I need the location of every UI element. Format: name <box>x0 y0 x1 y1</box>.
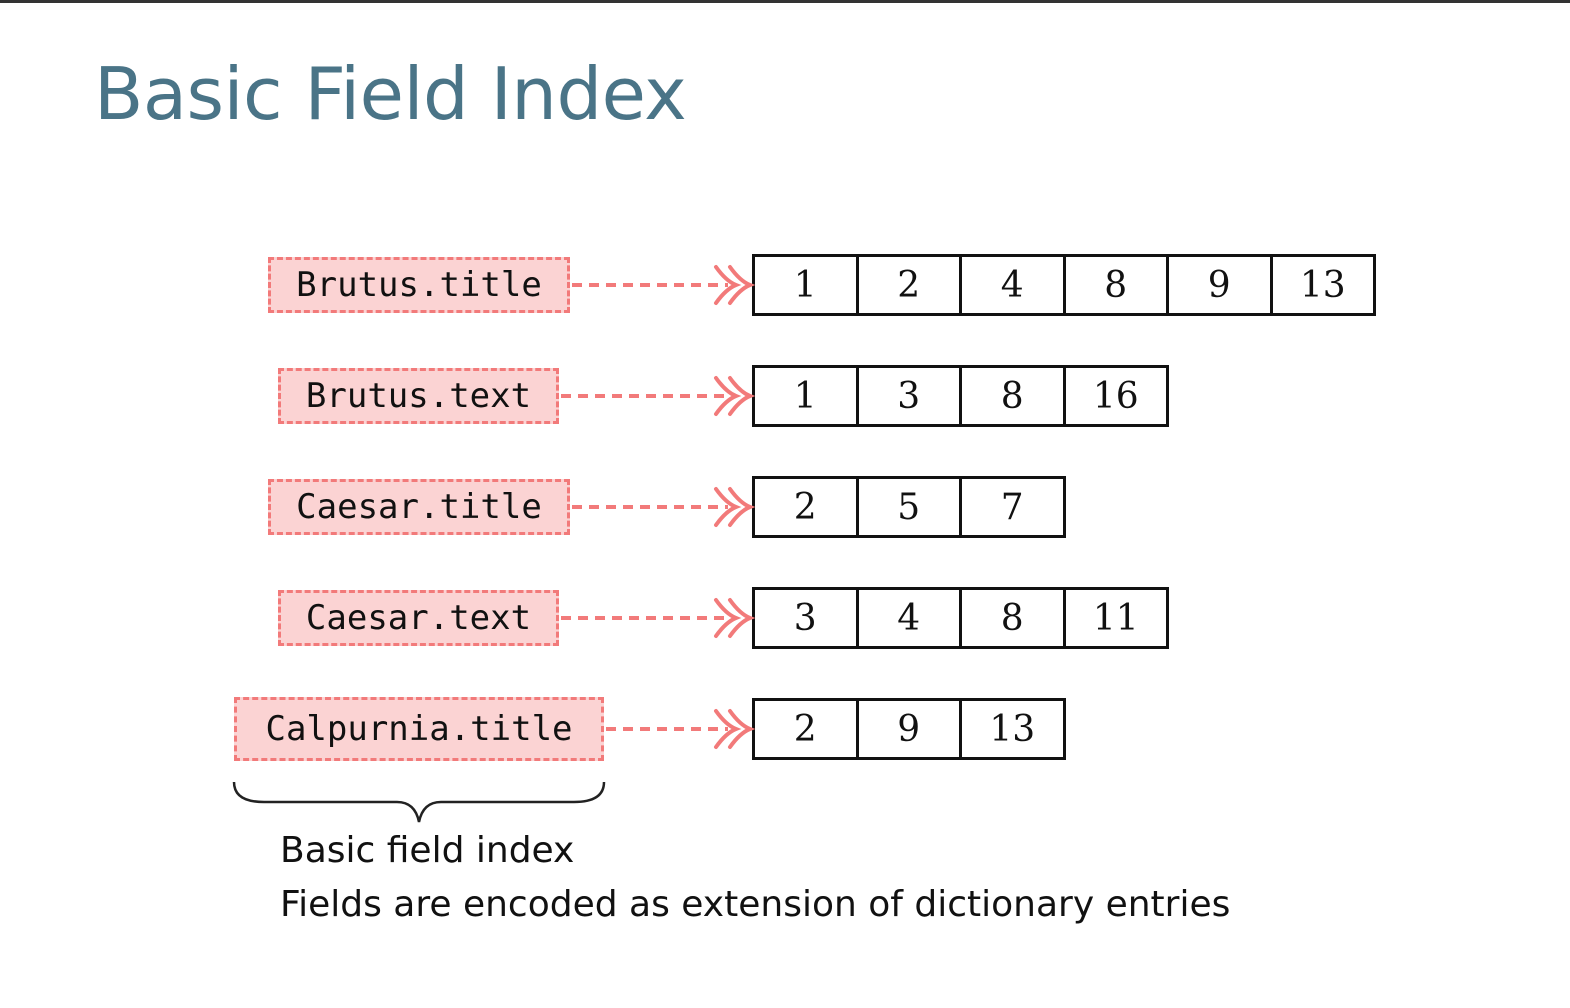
posting-cell: 4 <box>855 587 962 649</box>
posting-cell: 13 <box>1269 254 1376 316</box>
term-box: Brutus.text <box>278 368 559 424</box>
arrowhead-chevron-icon <box>714 598 742 638</box>
posting-cell: 9 <box>855 698 962 760</box>
posting-cell: 13 <box>959 698 1066 760</box>
arrowhead-chevron-icon <box>728 265 756 305</box>
posting-cell: 1 <box>752 254 859 316</box>
term-box: Brutus.title <box>268 257 570 313</box>
posting-cell: 9 <box>1166 254 1273 316</box>
slide-title: Basic Field Index <box>94 52 687 136</box>
arrowhead-chevron-icon <box>714 709 742 749</box>
posting-cell: 8 <box>959 365 1066 427</box>
posting-cell: 1 <box>752 365 859 427</box>
underbrace <box>232 781 606 823</box>
posting-cell: 5 <box>855 476 962 538</box>
term-box: Calpurnia.title <box>234 697 604 761</box>
arrowhead-chevron-icon <box>714 265 742 305</box>
posting-cell: 11 <box>1062 587 1169 649</box>
arrowhead-chevron-icon <box>728 709 756 749</box>
posting-cell: 8 <box>959 587 1066 649</box>
arrowhead-chevron-icon <box>728 376 756 416</box>
posting-cell: 8 <box>1062 254 1169 316</box>
term-box: Caesar.text <box>278 590 559 646</box>
caption-line-2: Fields are encoded as extension of dicti… <box>280 884 1231 925</box>
arrowhead-chevron-icon <box>728 598 756 638</box>
term-box: Caesar.title <box>268 479 570 535</box>
posting-cell: 16 <box>1062 365 1169 427</box>
posting-cell: 3 <box>752 587 859 649</box>
arrowhead-chevron-icon <box>728 487 756 527</box>
arrowhead-chevron-icon <box>714 376 742 416</box>
caption-line-1: Basic field index <box>280 830 575 871</box>
arrowhead-chevron-icon <box>714 487 742 527</box>
posting-cell: 7 <box>959 476 1066 538</box>
top-rule <box>0 0 1570 3</box>
